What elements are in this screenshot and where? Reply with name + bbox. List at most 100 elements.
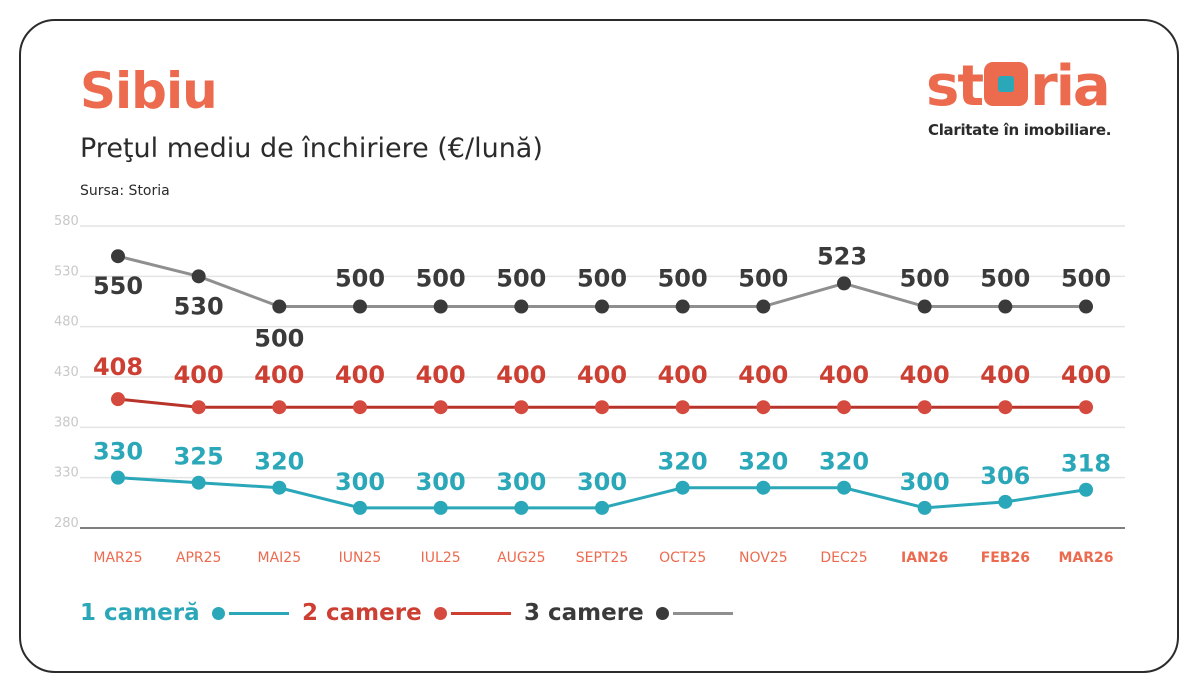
data-point-s2-10	[917, 299, 932, 314]
data-label-s1-7: 400	[658, 361, 708, 389]
x-tick-label-oct25: OCT25	[659, 550, 706, 566]
legend-line-3-camere	[672, 611, 733, 615]
data-point-s1-12	[1079, 400, 1093, 415]
data-point-s0-0	[111, 470, 125, 485]
legend-item-3-camere: 3 camere	[524, 600, 733, 626]
data-point-s1-3	[353, 400, 367, 415]
x-tick-label-feb26: FEB26	[981, 550, 1030, 566]
chart-source: Sursa: Storia	[80, 183, 170, 199]
data-label-s2-9: 523	[817, 242, 867, 270]
x-tick-label-mai25: MAI25	[258, 550, 302, 566]
data-point-s0-7	[675, 480, 690, 495]
x-tick-label-iun25: IUN25	[339, 550, 382, 566]
data-label-s1-1: 400	[174, 361, 224, 389]
data-label-s1-4: 400	[416, 361, 466, 389]
y-tick-label-530: 530	[54, 264, 79, 279]
legend-marker-3-camere	[655, 606, 669, 620]
data-label-s0-10: 300	[900, 468, 950, 496]
data-point-s0-1	[191, 475, 206, 490]
data-point-s2-5	[514, 299, 529, 314]
data-label-s1-6: 400	[577, 361, 627, 389]
data-label-s0-8: 320	[738, 448, 788, 476]
data-label-s1-11: 400	[980, 361, 1030, 389]
data-point-s2-11	[998, 299, 1013, 314]
legend-label-2-camere: 2 camere	[302, 600, 422, 626]
data-label-s0-0: 330	[93, 438, 143, 466]
data-point-s0-2	[272, 480, 287, 495]
data-point-s0-9	[837, 480, 851, 495]
data-point-s2-12	[1079, 299, 1093, 314]
y-tick-label-280: 280	[54, 516, 79, 531]
data-label-s2-11: 500	[980, 265, 1030, 293]
data-label-s0-5: 300	[496, 468, 546, 496]
data-label-s2-8: 500	[738, 265, 788, 293]
data-label-s2-0: 550	[93, 272, 143, 300]
legend-marker-1-camera	[211, 606, 225, 620]
x-tick-label-dec25: DEC25	[820, 550, 867, 566]
logo-text-left: st	[926, 54, 984, 119]
data-point-s2-9	[837, 276, 851, 291]
data-label-s1-5: 400	[496, 361, 546, 389]
x-tick-label-apr25: APR25	[176, 550, 222, 566]
data-point-s1-1	[191, 400, 206, 415]
legend-line-2-camere	[450, 611, 511, 615]
data-point-s1-0	[111, 392, 125, 407]
data-point-s1-6	[595, 400, 609, 415]
data-point-s2-8	[756, 299, 771, 314]
data-label-s2-1: 530	[174, 292, 224, 320]
data-label-s2-12: 500	[1061, 265, 1111, 293]
data-point-s2-2	[272, 299, 287, 314]
x-tick-label-ian26: IAN26	[901, 550, 948, 566]
x-tick-label-iul25: IUL25	[421, 550, 461, 566]
data-point-s0-12	[1079, 482, 1093, 497]
logo-text-right: ria	[1030, 54, 1111, 119]
data-point-s0-10	[917, 500, 932, 515]
data-point-s2-0	[111, 249, 125, 264]
data-label-s0-4: 300	[416, 468, 466, 496]
data-point-s1-5	[514, 400, 529, 415]
legend-label-1-camera: 1 cameră	[80, 600, 200, 626]
x-tick-label-mar26: MAR26	[1058, 550, 1113, 566]
data-point-s1-4	[433, 400, 448, 415]
data-point-s1-8	[756, 400, 771, 415]
data-label-s2-3: 500	[335, 265, 385, 293]
legend-item-1-camera: 1 cameră	[80, 600, 289, 626]
data-point-s1-11	[998, 400, 1013, 415]
data-point-s2-7	[675, 299, 690, 314]
data-point-s2-1	[191, 269, 206, 284]
data-point-s0-3	[353, 500, 367, 515]
legend-item-2-camere: 2 camere	[302, 600, 511, 626]
data-point-s1-10	[917, 400, 932, 415]
data-label-s0-3: 300	[335, 468, 385, 496]
logo-o-square-icon	[984, 62, 1029, 106]
y-tick-label-430: 430	[54, 365, 79, 380]
legend-label-3-camere: 3 camere	[524, 600, 644, 626]
data-label-s1-10: 400	[900, 361, 950, 389]
legend-marker-2-camere	[433, 606, 447, 620]
data-label-s2-4: 500	[416, 265, 466, 293]
y-tick-label-330: 330	[54, 466, 79, 481]
y-tick-label-480: 480	[54, 315, 79, 330]
data-label-s1-2: 400	[254, 361, 304, 389]
data-label-s0-2: 320	[254, 448, 304, 476]
logo-tagline: Claritate în imobiliare.	[928, 121, 1112, 139]
chart-city-title: Sibiu	[80, 62, 218, 120]
storia-logo: st ria	[926, 54, 1111, 119]
data-point-s0-6	[595, 500, 609, 515]
data-label-s0-1: 325	[174, 443, 224, 471]
data-label-s2-7: 500	[658, 265, 708, 293]
x-tick-label-aug25: AUG25	[497, 550, 546, 566]
data-label-s2-5: 500	[496, 265, 546, 293]
chart-subtitle: Preţul mediu de închiriere (€/lună)	[80, 133, 543, 164]
data-label-s1-8: 400	[738, 361, 788, 389]
data-label-s0-7: 320	[658, 448, 708, 476]
data-point-s2-6	[595, 299, 609, 314]
data-label-s2-2: 500	[254, 325, 304, 353]
data-label-s1-0: 408	[93, 353, 143, 381]
data-label-s2-10: 500	[900, 265, 950, 293]
chart-card	[19, 19, 1179, 673]
data-point-s2-3	[353, 299, 367, 314]
data-point-s2-4	[433, 299, 448, 314]
data-point-s1-9	[837, 400, 851, 415]
